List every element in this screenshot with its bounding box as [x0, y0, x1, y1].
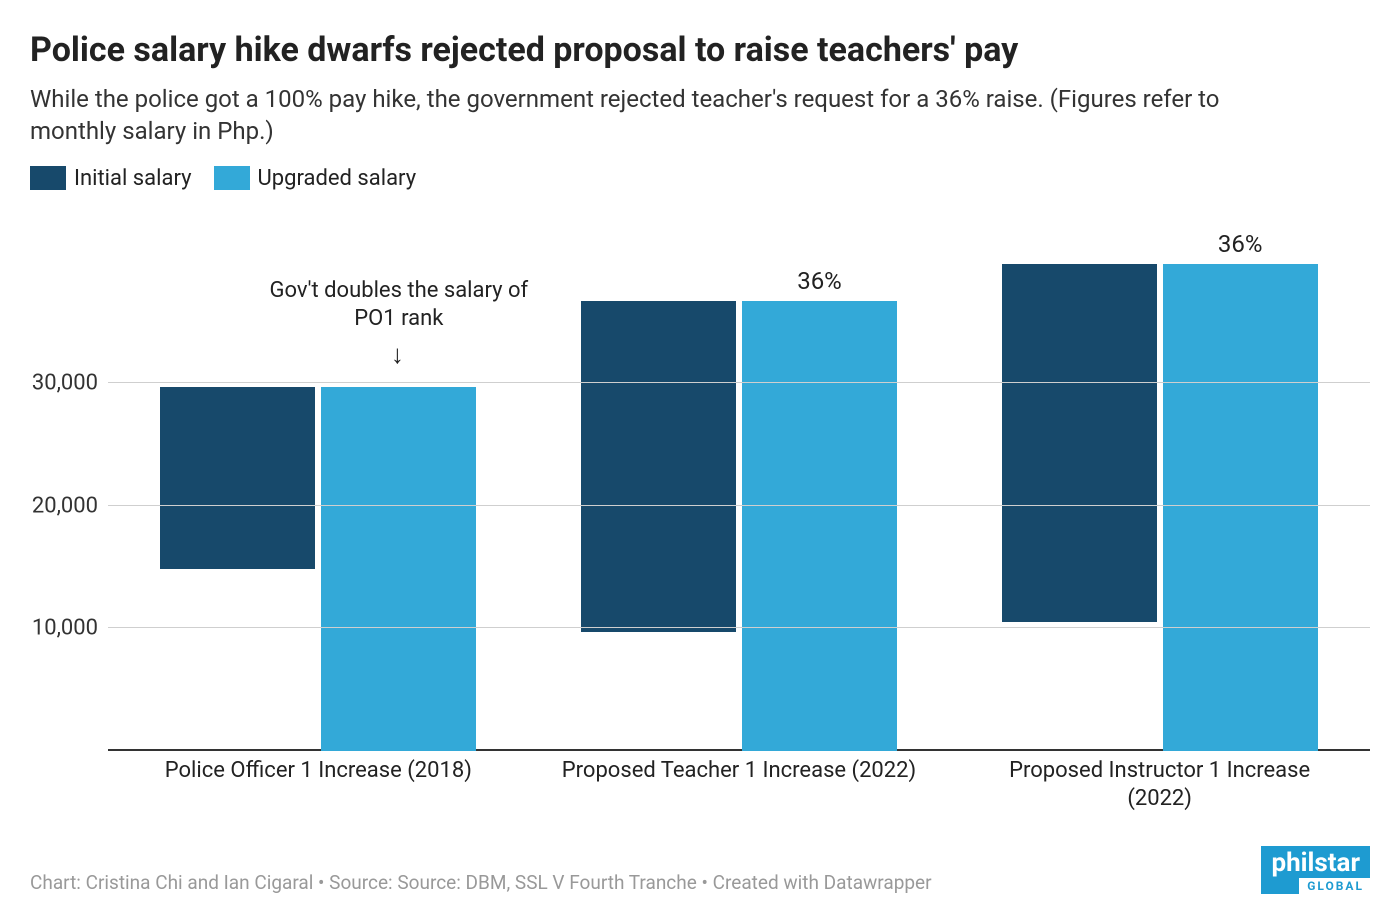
x-axis-category-label: Police Officer 1 Increase (2018)	[138, 757, 498, 814]
bar-pair	[160, 387, 476, 751]
bar-upgraded	[321, 387, 476, 751]
percent-label: 36%	[797, 267, 842, 301]
annotation-text: Gov't doubles the salary of PO1 rank	[269, 277, 529, 334]
bar-group: 36%	[980, 261, 1340, 751]
y-axis-label: 10,000	[32, 616, 108, 641]
y-axis-label: 20,000	[32, 493, 108, 518]
gridline	[108, 627, 1370, 628]
legend-label-initial: Initial salary	[74, 166, 192, 191]
legend: Initial salary Upgraded salary	[30, 166, 1370, 191]
legend-swatch-upgraded	[214, 166, 250, 190]
x-axis-category-label: Proposed Teacher 1 Increase (2022)	[559, 757, 919, 814]
bar-pair: 36%	[581, 301, 897, 751]
legend-swatch-initial	[30, 166, 66, 190]
bar-initial	[160, 387, 315, 570]
brand-sub: GLOBAL	[1299, 878, 1370, 894]
source-text: Chart: Cristina Chi and Ian Cigaral • So…	[30, 871, 932, 894]
gridline	[108, 505, 1370, 506]
bar-upgraded: 36%	[742, 301, 897, 751]
chart-subtitle: While the police got a 100% pay hike, th…	[30, 83, 1310, 148]
bar-group: 36%	[559, 261, 919, 751]
bar-upgraded: 36%	[1163, 264, 1318, 750]
chart-title: Police salary hike dwarfs rejected propo…	[30, 30, 1370, 71]
percent-label: 36%	[1218, 230, 1263, 264]
bar-initial	[1002, 264, 1157, 622]
bar-pair: 36%	[1002, 264, 1318, 750]
gridline	[108, 382, 1370, 383]
bar-groups: 36%36%	[108, 261, 1370, 751]
x-axis-category-label: Proposed Instructor 1 Increase (2022)	[980, 757, 1340, 814]
plot-area: 36%36% 10,00020,00030,000	[108, 261, 1370, 751]
brand-badge: philstar GLOBAL	[1261, 846, 1370, 894]
bar-initial	[581, 301, 736, 632]
legend-item-upgraded: Upgraded salary	[214, 166, 417, 191]
chart-area: 36%36% 10,00020,00030,000 Gov't doubles …	[30, 201, 1370, 821]
chart-footer: Chart: Cristina Chi and Ian Cigaral • So…	[30, 846, 1370, 894]
bar-group	[138, 261, 498, 751]
x-axis-labels: Police Officer 1 Increase (2018) Proposed…	[108, 757, 1370, 814]
annotation-arrow-icon: ↓	[391, 339, 404, 370]
y-axis-label: 30,000	[32, 371, 108, 396]
legend-item-initial: Initial salary	[30, 166, 192, 191]
legend-label-upgraded: Upgraded salary	[258, 166, 417, 191]
brand-name: philstar	[1271, 848, 1360, 878]
